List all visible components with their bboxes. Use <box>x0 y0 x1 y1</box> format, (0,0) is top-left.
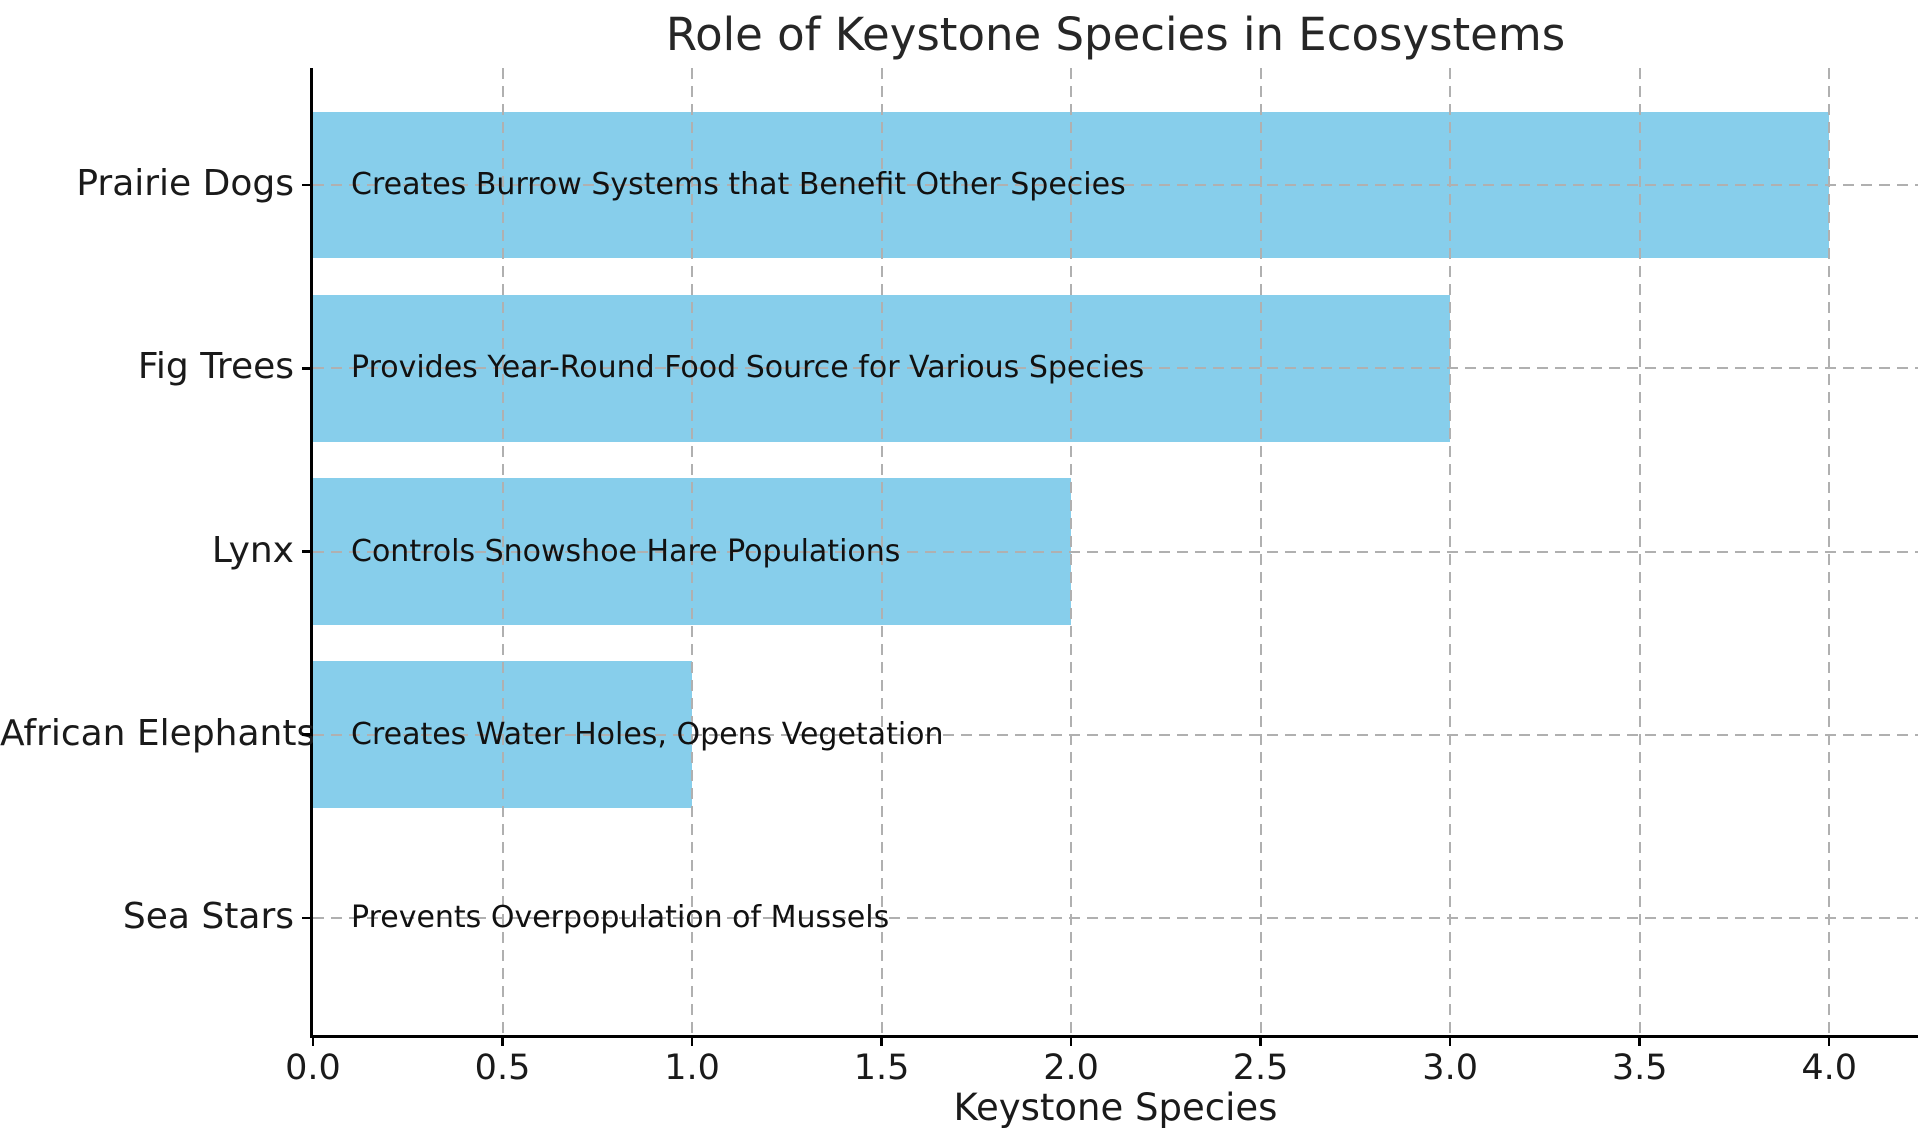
x-tick-label: 4.0 <box>1801 1048 1858 1088</box>
gridline-horizontal <box>313 367 1918 370</box>
gridline-horizontal <box>313 733 1918 736</box>
x-tick-mark <box>1259 1035 1262 1046</box>
bar-annotation: Provides Year-Round Food Source for Vari… <box>351 350 1145 386</box>
x-tick-label: 3.5 <box>1611 1048 1668 1088</box>
plot-area: Creates Burrow Systems that Benefit Othe… <box>313 68 1918 1035</box>
y-tick-mark <box>302 916 313 920</box>
bar-annotation: Controls Snowshoe Hare Populations <box>351 533 901 569</box>
x-tick-mark <box>1069 1035 1073 1046</box>
x-tick-label: 1.5 <box>853 1048 910 1088</box>
y-tick-mark <box>302 183 313 187</box>
gridline-horizontal <box>313 916 1918 919</box>
gridline-horizontal <box>313 550 1918 553</box>
x-tick-label: 0.5 <box>474 1048 531 1088</box>
bar-annotation: Creates Burrow Systems that Benefit Othe… <box>351 167 1126 203</box>
x-tick-mark <box>1638 1035 1641 1046</box>
x-axis-spine <box>310 1035 1918 1038</box>
y-tick-label: Fig Trees <box>137 346 294 388</box>
x-tick-mark <box>1448 1035 1452 1046</box>
x-tick-mark <box>311 1035 315 1046</box>
y-tick-label: Prairie Dogs <box>76 163 294 205</box>
gridline-horizontal <box>313 184 1918 187</box>
x-tick-label: 3.0 <box>1422 1048 1478 1088</box>
x-tick-mark <box>1827 1035 1831 1046</box>
x-tick-label: 0.0 <box>285 1048 341 1088</box>
bar-annotation: Creates Water Holes, Opens Vegetation <box>351 716 944 752</box>
x-tick-mark <box>690 1035 694 1046</box>
x-tick-mark <box>880 1035 883 1046</box>
x-tick-label: 2.5 <box>1232 1048 1289 1088</box>
y-tick-mark <box>302 733 313 736</box>
y-tick-label: Lynx <box>211 529 294 571</box>
x-tick-mark <box>501 1035 504 1046</box>
y-tick-mark <box>302 550 313 553</box>
chart-title: Role of Keystone Species in Ecosystems <box>665 8 1566 61</box>
y-tick-mark <box>302 367 313 370</box>
x-axis-label: Keystone Species <box>953 1086 1278 1129</box>
y-tick-label: Sea Stars <box>122 895 294 937</box>
x-tick-label: 2.0 <box>1043 1048 1099 1088</box>
bar-annotation: Prevents Overpopulation of Mussels <box>351 899 890 935</box>
x-tick-label: 1.0 <box>664 1048 720 1088</box>
y-axis-spine <box>310 68 313 1038</box>
y-tick-label: African Elephants <box>0 712 316 754</box>
